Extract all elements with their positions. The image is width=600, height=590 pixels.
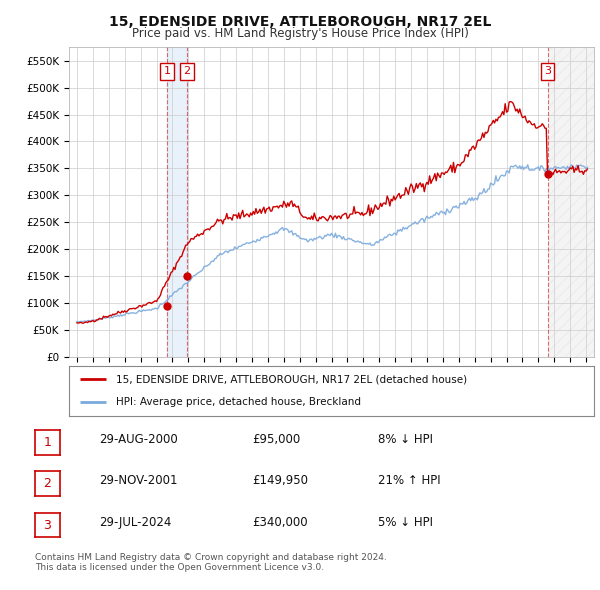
Text: This data is licensed under the Open Government Licence v3.0.: This data is licensed under the Open Gov… [35, 563, 324, 572]
Text: Contains HM Land Registry data © Crown copyright and database right 2024.: Contains HM Land Registry data © Crown c… [35, 553, 386, 562]
Text: 29-NOV-2001: 29-NOV-2001 [99, 474, 178, 487]
Text: 29-JUL-2024: 29-JUL-2024 [99, 516, 172, 529]
Text: £149,950: £149,950 [252, 474, 308, 487]
Text: 2: 2 [43, 477, 52, 490]
Bar [548, 47, 594, 357]
Text: 29-AUG-2000: 29-AUG-2000 [99, 433, 178, 446]
Text: Price paid vs. HM Land Registry's House Price Index (HPI): Price paid vs. HM Land Registry's House … [131, 27, 469, 40]
Text: £340,000: £340,000 [252, 516, 308, 529]
Bar [167, 47, 187, 357]
Text: 3: 3 [43, 519, 52, 532]
Text: 15, EDENSIDE DRIVE, ATTLEBOROUGH, NR17 2EL (detached house): 15, EDENSIDE DRIVE, ATTLEBOROUGH, NR17 2… [116, 374, 467, 384]
Text: 1: 1 [164, 67, 170, 77]
Text: HPI: Average price, detached house, Breckland: HPI: Average price, detached house, Brec… [116, 398, 361, 408]
Text: 8% ↓ HPI: 8% ↓ HPI [378, 433, 433, 446]
Text: 5% ↓ HPI: 5% ↓ HPI [378, 516, 433, 529]
Text: £95,000: £95,000 [252, 433, 300, 446]
Text: 21% ↑ HPI: 21% ↑ HPI [378, 474, 440, 487]
Text: 3: 3 [544, 67, 551, 77]
Text: 1: 1 [43, 436, 52, 449]
Text: 15, EDENSIDE DRIVE, ATTLEBOROUGH, NR17 2EL: 15, EDENSIDE DRIVE, ATTLEBOROUGH, NR17 2… [109, 15, 491, 29]
Text: 2: 2 [184, 67, 190, 77]
